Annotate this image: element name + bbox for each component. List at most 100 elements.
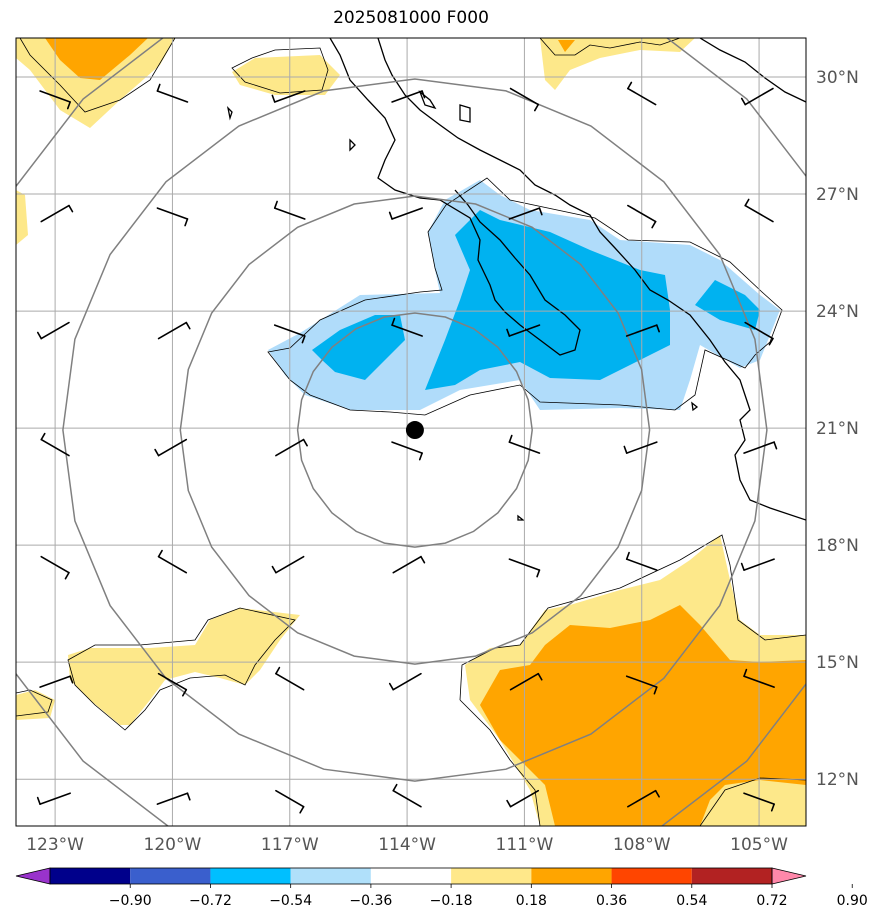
colorbar-segment [290, 868, 371, 884]
wind-barb [156, 83, 189, 103]
colorbar-segment [691, 868, 772, 884]
wind-barb [40, 204, 74, 223]
lon-tick-label: 114°W [378, 835, 436, 855]
latitude-labels: 12°N 15°N 18°N 21°N 24°N 27°N 30°N [816, 68, 859, 790]
lon-tick-label: 105°W [730, 835, 788, 855]
wind-barb [743, 668, 775, 688]
wind-barb [39, 90, 71, 110]
colorbar-tick-label: −0.36 [349, 893, 392, 909]
negative-anomaly-region [695, 280, 760, 330]
wind-barb [275, 438, 308, 457]
wind-barb [271, 90, 306, 103]
colorbar: −0.90 −0.72 −0.54 −0.36 −0.18 0.18 0.36 0.54 0.7… [15, 867, 868, 909]
wind-barb [154, 438, 188, 457]
wind-barb [625, 551, 658, 571]
colorbar-tick-label: 0.18 [516, 893, 547, 909]
wind-barb [623, 441, 658, 454]
positive-anomaly-region [480, 605, 806, 826]
lat-lon-grid [16, 38, 806, 826]
wind-barb [509, 672, 543, 691]
colorbar-extend-max [771, 867, 807, 885]
wind-barb [506, 789, 540, 808]
wind-barb [627, 81, 657, 106]
colorbar-segment [210, 868, 291, 884]
colorbar-segment [50, 868, 131, 884]
wind-barb [157, 321, 191, 340]
colorbar-tick-label: 0.72 [756, 893, 787, 909]
colorbar-extend-min [15, 867, 51, 885]
map-title: 2025081000 F000 [333, 8, 489, 28]
wind-barb [625, 675, 658, 695]
wind-barb [744, 198, 774, 223]
lat-tick-label: 12°N [816, 770, 859, 790]
range-ring [62, 78, 768, 782]
wind-barb [273, 200, 306, 220]
wind-barb [391, 317, 423, 337]
wind-barb [39, 675, 74, 688]
colorbar-tick-label: 0.36 [596, 893, 627, 909]
range-ring [179, 195, 651, 665]
lat-tick-label: 18°N [816, 536, 859, 556]
contour-fills [16, 38, 806, 826]
colorbar-tick-label: −0.90 [109, 893, 152, 909]
colorbar-tick-label: 0.54 [676, 893, 707, 909]
wind-barb [275, 666, 305, 691]
lon-tick-label: 123°W [26, 835, 84, 855]
wind-barb [156, 792, 191, 805]
colorbar-tick-label: −0.18 [430, 893, 473, 909]
positive-anomaly-region [45, 38, 148, 80]
wind-barb [157, 672, 188, 697]
range-rings [16, 38, 806, 826]
wind-barb [157, 549, 188, 574]
wind-barb [156, 207, 189, 227]
wind-barb [509, 87, 540, 112]
wind-barb [40, 432, 70, 457]
colorbar-segment [531, 868, 612, 884]
colorbar-segment [130, 868, 211, 884]
range-ring [296, 312, 533, 548]
wind-barb [36, 321, 70, 340]
lat-tick-label: 30°N [816, 68, 859, 88]
positive-anomaly-light-region [232, 55, 340, 95]
wind-barb [740, 558, 775, 571]
lat-tick-label: 24°N [816, 302, 859, 322]
wind-barb [391, 441, 423, 461]
lat-tick-label: 15°N [816, 653, 859, 673]
wind-barb [508, 207, 543, 220]
positive-anomaly-light-region [540, 38, 695, 90]
positive-anomaly-region [558, 40, 575, 52]
positive-anomaly-light-region [16, 38, 175, 128]
coastline [226, 38, 806, 521]
wind-barb [625, 324, 660, 337]
wind-barb [744, 321, 774, 346]
positive-anomaly-light-region [68, 608, 300, 725]
wind-barb [388, 672, 422, 691]
wind-barb [743, 792, 775, 812]
lon-tick-label: 117°W [261, 835, 319, 855]
colorbar-segment [370, 868, 452, 884]
wind-barb [740, 87, 774, 106]
longitude-labels: 123°W 120°W 117°W 114°W 111°W 108°W 105°W [26, 835, 788, 855]
colorbar-segment [611, 868, 692, 884]
colorbar-tick-label: −0.54 [269, 893, 312, 909]
wind-barb [627, 789, 660, 808]
wind-barb [391, 90, 426, 103]
wind-barb [392, 783, 422, 808]
wind-barb [271, 555, 305, 574]
wind-barb [506, 324, 541, 337]
lat-tick-label: 27°N [816, 185, 859, 205]
lon-tick-label: 120°W [144, 835, 202, 855]
wind-barb [275, 789, 305, 814]
wind-barb [273, 324, 306, 344]
negative-anomaly-region [425, 210, 670, 390]
wind-barb [508, 434, 541, 454]
positive-anomaly-light-region [16, 190, 28, 245]
colorbar-segment [451, 868, 532, 884]
map-frame [15, 37, 807, 827]
wind-barbs [36, 81, 778, 814]
lon-tick-label: 108°W [613, 835, 671, 855]
lat-tick-label: 21°N [816, 419, 859, 439]
wind-barb [36, 792, 71, 805]
wind-barb [392, 555, 426, 574]
lon-tick-label: 111°W [496, 835, 554, 855]
